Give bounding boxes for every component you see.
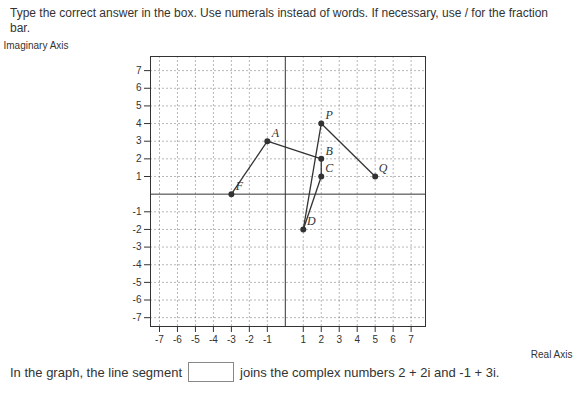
svg-text:-7: -7 <box>133 312 142 323</box>
svg-text:-6: -6 <box>173 334 182 345</box>
svg-text:5: 5 <box>136 100 142 111</box>
svg-text:-7: -7 <box>155 334 164 345</box>
svg-text:-4: -4 <box>209 334 218 345</box>
svg-text:-2: -2 <box>245 334 254 345</box>
svg-text:3: 3 <box>336 334 342 345</box>
svg-text:2: 2 <box>136 153 142 164</box>
svg-text:Imaginary Axis: Imaginary Axis <box>4 40 69 51</box>
html-text:In the graph, the line segment: In the graph, the line segment <box>10 364 182 380</box>
svg-text:2: 2 <box>318 334 324 345</box>
svg-text:P: P <box>325 108 334 122</box>
svg-text:-1: -1 <box>133 206 142 217</box>
svg-text:-2: -2 <box>133 224 142 235</box>
svg-text:5: 5 <box>372 334 378 345</box>
svg-text:A: A <box>271 126 280 140</box>
svg-text:-3: -3 <box>227 334 236 345</box>
svg-text:1: 1 <box>300 334 306 345</box>
svg-text:B: B <box>326 144 334 158</box>
svg-text:Real Axis: Real Axis <box>531 349 573 360</box>
svg-text:F: F <box>235 179 244 193</box>
svg-text:-5: -5 <box>191 334 200 345</box>
svg-text:Q: Q <box>379 161 388 175</box>
svg-text:7: 7 <box>136 65 142 76</box>
svg-text:-6: -6 <box>133 294 142 305</box>
svg-text:1: 1 <box>136 171 142 182</box>
html-text:Type the correct answer in the: Type the correct answer in the box. Use … <box>10 6 548 35</box>
svg-text:6: 6 <box>136 82 142 93</box>
svg-text:-3: -3 <box>133 241 142 252</box>
svg-text:7: 7 <box>408 334 414 345</box>
html-text:joins the complex numbers 2 +: joins the complex numbers 2 + 2i and -1 … <box>240 364 500 380</box>
svg-text:6: 6 <box>390 334 396 345</box>
svg-text:-5: -5 <box>133 277 142 288</box>
svg-text:3: 3 <box>136 135 142 146</box>
svg-text:D: D <box>306 214 316 228</box>
svg-text:C: C <box>325 161 334 175</box>
svg-text:-1: -1 <box>263 334 272 345</box>
svg-text:4: 4 <box>136 118 142 129</box>
svg-text:4: 4 <box>354 334 360 345</box>
svg-text:-4: -4 <box>133 259 142 270</box>
